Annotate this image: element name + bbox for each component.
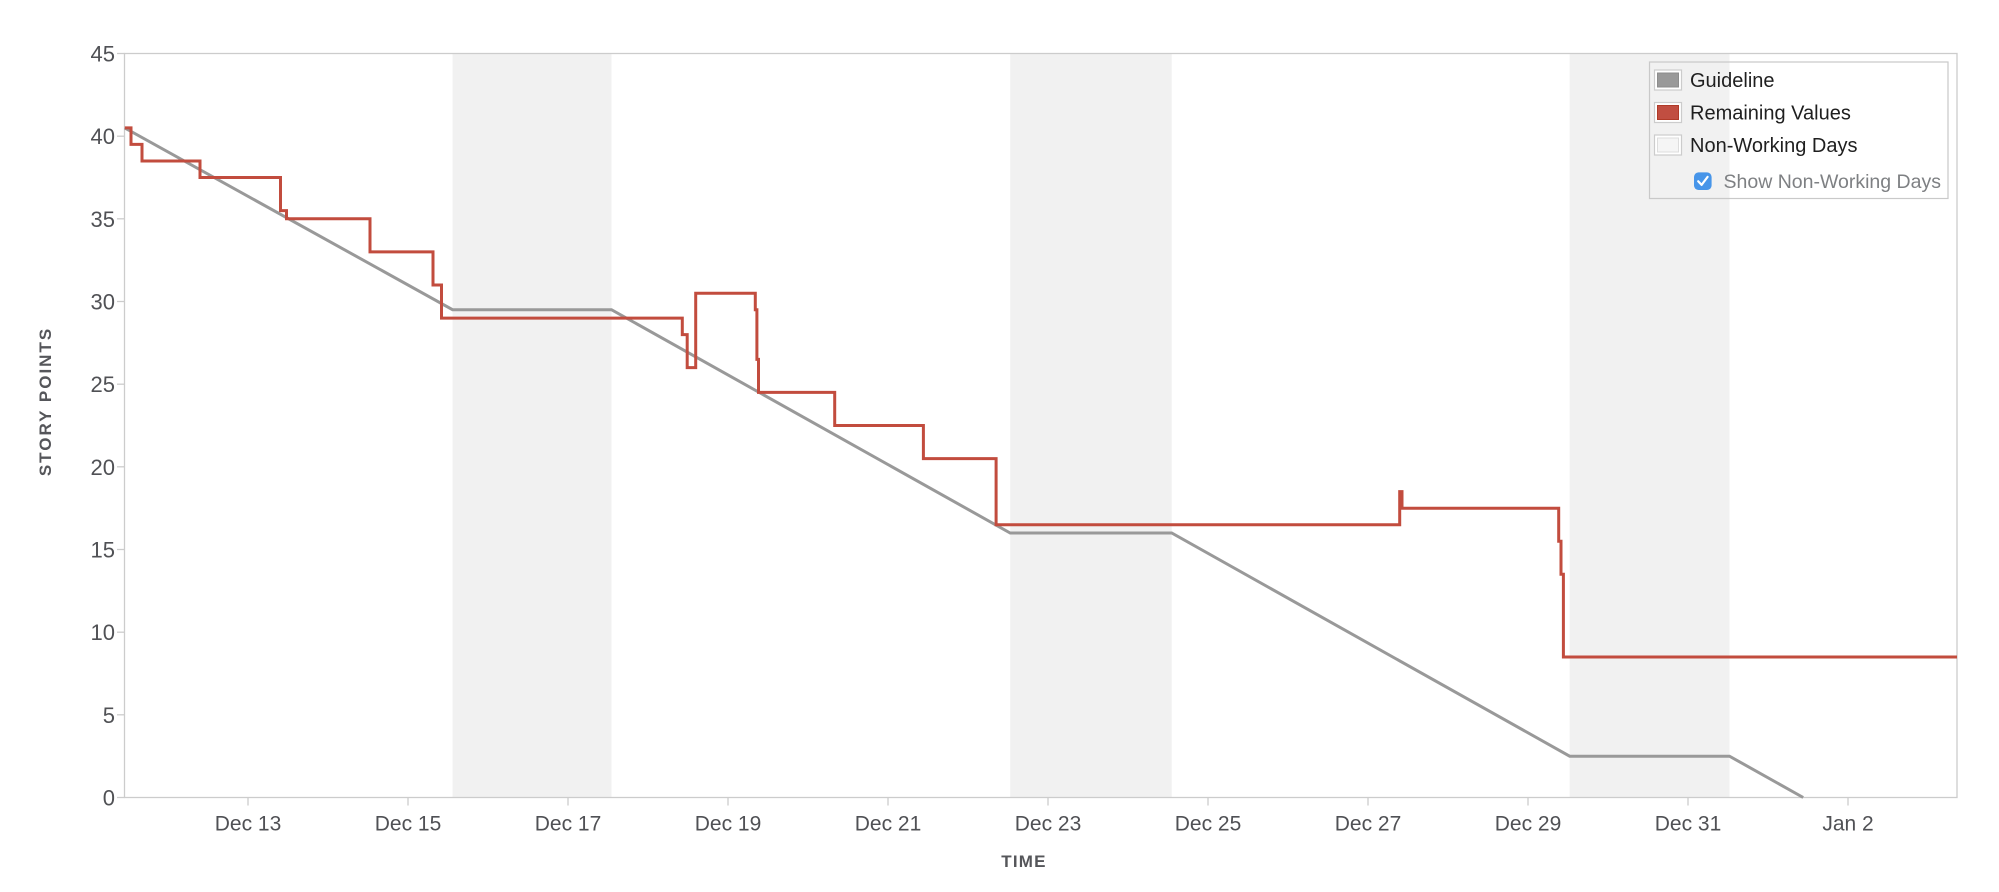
svg-text:30: 30 [91, 290, 115, 315]
svg-text:25: 25 [91, 372, 115, 397]
svg-text:TIME: TIME [1001, 852, 1046, 871]
svg-text:40: 40 [91, 124, 115, 149]
svg-text:5: 5 [103, 703, 115, 728]
svg-text:Dec 25: Dec 25 [1175, 813, 1242, 836]
svg-text:0: 0 [103, 786, 115, 811]
svg-text:45: 45 [91, 42, 115, 67]
svg-text:Dec 19: Dec 19 [695, 813, 762, 836]
svg-text:STORY POINTS: STORY POINTS [36, 327, 55, 476]
svg-text:Guideline: Guideline [1690, 70, 1775, 92]
svg-text:Non-Working Days: Non-Working Days [1690, 135, 1857, 157]
svg-text:Remaining Values: Remaining Values [1690, 103, 1851, 125]
svg-text:35: 35 [91, 207, 115, 232]
svg-text:Dec 17: Dec 17 [535, 813, 602, 836]
svg-text:Dec 21: Dec 21 [855, 813, 922, 836]
svg-text:Dec 31: Dec 31 [1655, 813, 1722, 836]
svg-text:Dec 23: Dec 23 [1015, 813, 1082, 836]
svg-text:Dec 13: Dec 13 [215, 813, 282, 836]
svg-text:Jan 2: Jan 2 [1822, 813, 1873, 836]
svg-text:Dec 15: Dec 15 [375, 813, 442, 836]
svg-text:Dec 29: Dec 29 [1495, 813, 1562, 836]
svg-text:20: 20 [91, 455, 115, 480]
svg-text:10: 10 [91, 620, 115, 645]
svg-text:15: 15 [91, 538, 115, 563]
svg-text:Dec 27: Dec 27 [1335, 813, 1402, 836]
svg-text:Show Non-Working Days: Show Non-Working Days [1724, 171, 1942, 193]
